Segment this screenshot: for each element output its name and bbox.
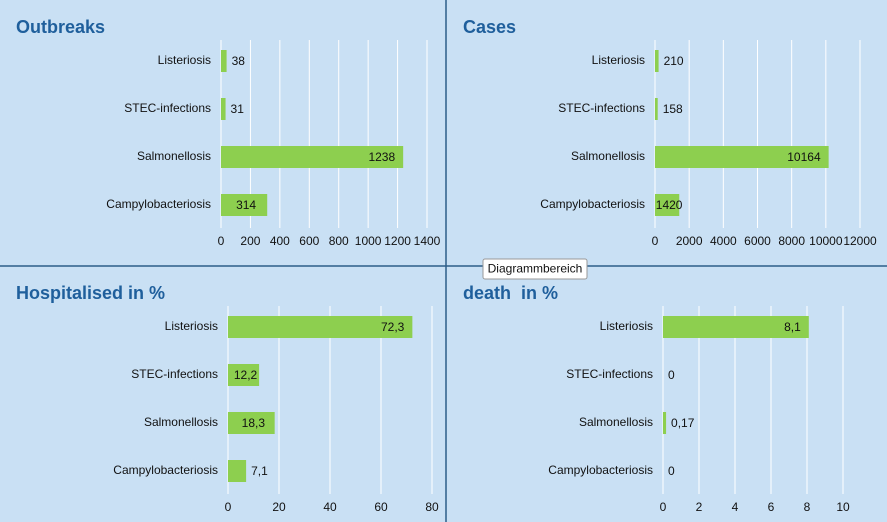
data-label: 72,3 <box>381 320 405 334</box>
y-tick-label: Listeriosis <box>592 53 645 67</box>
y-tick-label: STEC-infections <box>566 367 653 381</box>
x-tick-label: 1400 <box>414 234 441 248</box>
y-tick-label: Campylobacteriosis <box>548 463 653 477</box>
x-tick-label: 6 <box>768 500 775 514</box>
bar <box>655 50 659 72</box>
bar <box>663 412 667 434</box>
x-tick-label: 0 <box>225 500 232 514</box>
data-label: 12,2 <box>234 368 258 382</box>
y-tick-label: Salmonellosis <box>144 415 218 429</box>
x-tick-label: 4000 <box>710 234 737 248</box>
x-tick-label: 20 <box>272 500 286 514</box>
chart-title: Cases <box>463 17 516 37</box>
y-tick-label: Campylobacteriosis <box>106 197 211 211</box>
data-label: 7,1 <box>251 464 268 478</box>
data-label: 10164 <box>787 150 821 164</box>
chart-title: Hospitalised in % <box>16 283 165 303</box>
y-tick-label: Salmonellosis <box>571 149 645 163</box>
y-tick-label: Listeriosis <box>158 53 211 67</box>
x-tick-label: 8000 <box>778 234 805 248</box>
bar <box>228 412 275 434</box>
data-label: 314 <box>236 198 256 212</box>
data-label: 38 <box>232 54 246 68</box>
x-tick-label: 800 <box>329 234 349 248</box>
bar <box>228 364 260 386</box>
bar <box>221 146 404 168</box>
x-tick-label: 200 <box>240 234 260 248</box>
x-tick-label: 60 <box>374 500 388 514</box>
x-tick-label: 10 <box>836 500 850 514</box>
chart: Hospitalised in % 0 20 40 60 80 Listeriosis 72,… <box>16 283 439 514</box>
data-label: 210 <box>664 54 684 68</box>
x-tick-label: 600 <box>299 234 319 248</box>
x-tick-label: 400 <box>270 234 290 248</box>
data-label: 158 <box>663 102 683 116</box>
data-label: 31 <box>231 102 245 116</box>
x-tick-label: 2000 <box>676 234 703 248</box>
x-tick-label: 1000 <box>355 234 382 248</box>
x-tick-label: 12000 <box>843 234 877 248</box>
x-tick-label: 0 <box>652 234 659 248</box>
data-label: 1238 <box>368 150 395 164</box>
bar <box>663 316 809 338</box>
y-tick-label: STEC-infections <box>131 367 218 381</box>
tooltip-box <box>482 258 588 280</box>
chart-title: Outbreaks <box>16 17 105 37</box>
data-label: 0,17 <box>671 416 695 430</box>
tooltip: Diagrammbereich <box>482 258 588 280</box>
chart-title: death in % <box>463 283 558 303</box>
y-tick-label: Salmonellosis <box>579 415 653 429</box>
x-tick-label: 1200 <box>384 234 411 248</box>
x-tick-label: 10000 <box>809 234 843 248</box>
data-label: 18,3 <box>242 416 266 430</box>
data-label: 8,1 <box>784 320 801 334</box>
data-label: 0 <box>668 464 675 478</box>
chart: Cases 0 2000 4000 6000 8000 10000 12000 Listerio… <box>463 17 877 248</box>
y-tick-label: STEC-infections <box>558 101 645 115</box>
y-tick-label: Campylobacteriosis <box>113 463 218 477</box>
tooltip-text: Diagrammbereich <box>488 262 583 276</box>
x-tick-label: 0 <box>660 500 667 514</box>
data-label: 1420 <box>656 198 683 212</box>
bar <box>221 194 268 216</box>
bar <box>221 50 227 72</box>
y-tick-label: Salmonellosis <box>137 149 211 163</box>
bar <box>221 98 226 120</box>
chart: Outbreaks 0 200 400 600 800 1000 1200 1400 Lister… <box>16 17 441 248</box>
x-tick-label: 0 <box>218 234 225 248</box>
x-tick-label: 80 <box>425 500 439 514</box>
data-label: 0 <box>668 368 675 382</box>
bar <box>228 460 247 482</box>
x-tick-label: 2 <box>696 500 703 514</box>
bar <box>228 316 413 338</box>
bar <box>655 98 658 120</box>
x-tick-label: 4 <box>732 500 739 514</box>
bar <box>655 146 829 168</box>
y-tick-label: STEC-infections <box>124 101 211 115</box>
x-tick-label: 6000 <box>744 234 771 248</box>
x-tick-label: 40 <box>323 500 337 514</box>
y-tick-label: Listeriosis <box>165 319 218 333</box>
bar <box>655 194 680 216</box>
chart: death in % 0 2 4 6 8 10 Listeriosis 8,1 STEC-infe… <box>463 283 850 514</box>
x-tick-label: 8 <box>804 500 811 514</box>
y-tick-label: Listeriosis <box>600 319 653 333</box>
y-tick-label: Campylobacteriosis <box>540 197 645 211</box>
